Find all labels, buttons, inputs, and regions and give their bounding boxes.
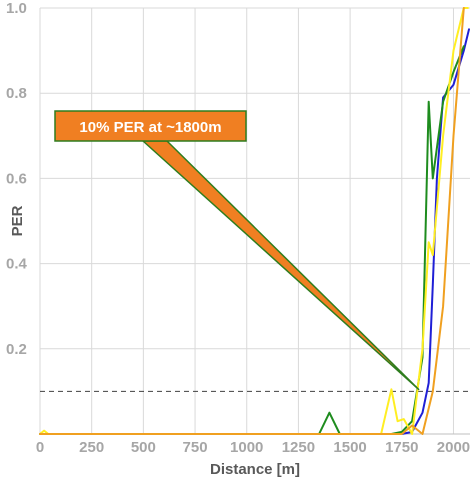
- y-tick-label-0.8: 0.8: [6, 85, 27, 102]
- x-axis-label: Distance [m]: [210, 461, 300, 478]
- series-line-3: [39, 7, 469, 435]
- y-tick-label-0.4: 0.4: [6, 256, 28, 273]
- x-tick-label-2000: 2000: [437, 439, 470, 456]
- y-tick-label-0.6: 0.6: [6, 170, 27, 187]
- grid: [39, 7, 470, 435]
- x-tick-label-250: 250: [79, 439, 104, 456]
- x-tick-label-1500: 1500: [333, 439, 366, 456]
- x-tick-label-750: 750: [183, 439, 208, 456]
- x-tick-label-1750: 1750: [385, 439, 418, 456]
- annotation-layer: 10% PER at ~1800m: [54, 110, 420, 391]
- series-layer: [39, 7, 470, 435]
- y-tick-label-1: 1.0: [6, 0, 27, 17]
- y-axis-label: PER: [9, 205, 26, 236]
- series-line-4: [39, 7, 465, 435]
- x-tick-label-1000: 1000: [230, 439, 263, 456]
- x-tick-label-0: 0: [36, 439, 44, 456]
- series-line-2: [39, 45, 465, 435]
- x-tick-label-500: 500: [131, 439, 156, 456]
- annotation-text: 10% PER at ~1800m: [79, 119, 221, 136]
- y-tick-label-0.2: 0.2: [6, 341, 27, 358]
- x-tick-label-1250: 1250: [282, 439, 315, 456]
- tick-labels: 0 250 500 750 1000 1250 1500 1750 2000 0.2 0.4 0.6 0…: [6, 0, 470, 456]
- annotation-box: [54, 110, 247, 142]
